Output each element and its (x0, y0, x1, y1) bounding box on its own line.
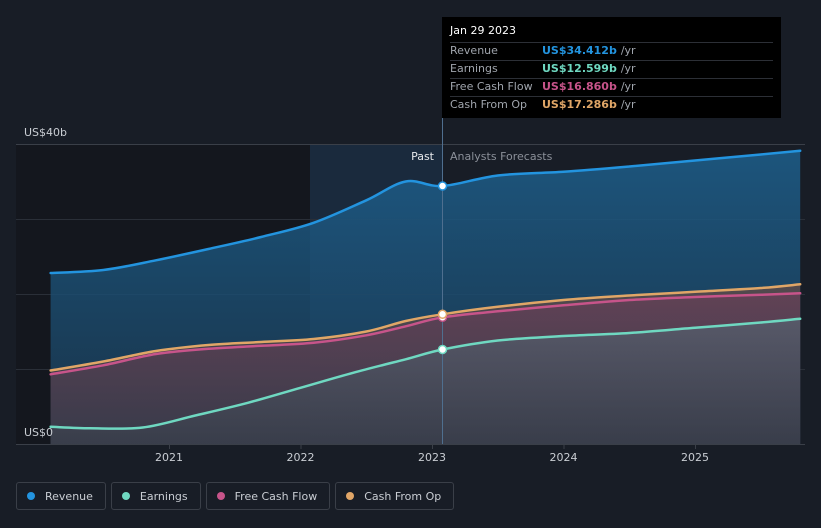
y-tick-bottom: US$0 (24, 426, 53, 439)
legend-item-free-cash-flow[interactable]: Free Cash Flow (205, 482, 331, 510)
legend-dot-icon (121, 492, 130, 500)
legend-dot-icon (346, 492, 355, 500)
x-tick-label: 2025 (681, 451, 709, 464)
marker-earnings (437, 344, 448, 355)
x-tick-label: 2021 (155, 451, 183, 464)
x-axis-ticks: 2021 2022 2023 2024 2025 (155, 444, 709, 464)
forecast-label: Analysts Forecasts (450, 150, 553, 163)
marker-cash-from-op (437, 309, 448, 319)
tooltip-unit: /yr (620, 62, 636, 75)
legend-label: Revenue (45, 489, 93, 503)
tooltip-label: Earnings (450, 62, 498, 75)
area-earnings (50, 318, 801, 444)
tooltip-label: Revenue (450, 44, 498, 57)
legend-dot-icon (27, 492, 35, 500)
x-tick-label: 2024 (550, 451, 578, 464)
marker-revenue (437, 181, 448, 191)
tooltip-row-free-cash-flow: Free Cash Flow US$16.860b /yr (450, 78, 773, 96)
legend-label: Free Cash Flow (234, 489, 318, 503)
tooltip: Jan 29 2023 Revenue US$34.412b /yr Earni… (442, 17, 781, 118)
legend: Revenue Earnings Free Cash Flow Cash Fro… (16, 482, 459, 512)
tooltip-markers (437, 181, 448, 355)
tooltip-value: US$17.286b (542, 98, 617, 111)
x-tick-label: 2022 (287, 451, 315, 464)
tooltip-row-revenue: Revenue US$34.412b /yr (450, 42, 773, 60)
line-cash-from-op (49, 283, 802, 372)
legend-item-cash-from-op[interactable]: Cash From Op (335, 482, 455, 510)
tooltip-value: US$12.599b (542, 62, 617, 75)
tooltip-row-earnings: Earnings US$12.599b /yr (450, 60, 773, 78)
tooltip-unit: /yr (620, 44, 636, 57)
tooltip-value: US$16.860b (542, 80, 617, 93)
x-tick-label: 2023 (418, 451, 446, 464)
line-free-cash-flow (49, 292, 802, 376)
line-revenue (49, 149, 802, 275)
tooltip-label: Cash From Op (450, 98, 528, 111)
legend-label: Earnings (139, 489, 188, 503)
legend-item-revenue[interactable]: Revenue (16, 482, 106, 510)
tooltip-unit: /yr (620, 98, 636, 111)
tooltip-value: US$34.412b (542, 44, 617, 57)
past-label: Past (411, 150, 435, 163)
tooltip-unit: /yr (620, 80, 636, 93)
tooltip-date: Jan 29 2023 (450, 24, 516, 37)
legend-dot-icon (216, 492, 225, 500)
tooltip-row-cash-from-op: Cash From Op US$17.286b /yr (450, 96, 773, 114)
tooltip-label: Free Cash Flow (450, 80, 533, 93)
y-tick-top: US$40b (24, 126, 67, 139)
line-earnings (49, 317, 802, 430)
series-lines (49, 149, 802, 430)
legend-label: Cash From Op (364, 489, 442, 503)
legend-item-earnings[interactable]: Earnings (110, 482, 201, 510)
